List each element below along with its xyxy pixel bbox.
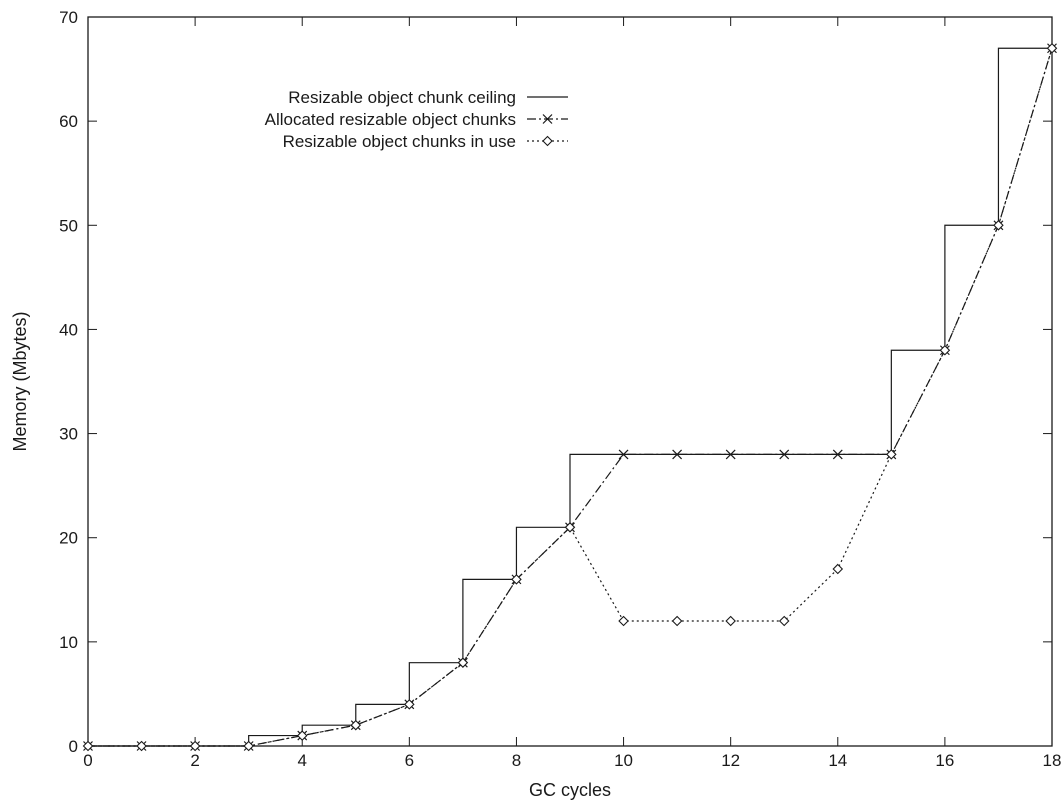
series-3-point <box>189 740 201 752</box>
x-tick-label: 18 <box>1043 751 1062 770</box>
series-1-line <box>88 47 1052 747</box>
x-marker-stroke <box>779 449 790 460</box>
legend-label: Allocated resizable object chunks <box>265 110 516 129</box>
series-2-point <box>725 449 736 460</box>
series-3 <box>82 42 1058 752</box>
series-3-point <box>564 522 576 533</box>
legend-label: Resizable object chunk ceiling <box>288 88 516 107</box>
x-marker-stroke <box>618 449 629 460</box>
series-3-point <box>243 740 254 752</box>
series-2-point <box>618 449 629 460</box>
series-2-point <box>779 449 790 460</box>
legend-marker <box>542 114 553 124</box>
y-tick-label: 0 <box>69 737 78 756</box>
x-marker-stroke <box>542 114 553 124</box>
series-2-line <box>88 48 1053 747</box>
x-tick-label: 2 <box>190 751 199 770</box>
x-tick-label: 6 <box>405 751 414 770</box>
x-tick-label: 16 <box>935 751 954 770</box>
x-tick-label: 8 <box>512 751 521 770</box>
series-3-point <box>404 699 415 710</box>
legend-item-3: Resizable object chunks in use <box>283 132 568 151</box>
x-tick-label: 14 <box>828 751 847 770</box>
x-tick-label: 4 <box>297 751 306 770</box>
series-3-line <box>88 48 1053 747</box>
plot-area-border <box>87 16 1053 747</box>
y-tick-label: 10 <box>59 633 78 652</box>
legend-item-2: Allocated resizable object chunks <box>265 110 568 129</box>
series-2-point <box>832 449 843 460</box>
series-3-point <box>778 615 790 627</box>
series-3-point <box>671 615 683 627</box>
series-1 <box>88 47 1052 747</box>
series-3-point <box>939 344 951 356</box>
x-marker-stroke <box>725 449 736 460</box>
series-3-point <box>725 615 736 627</box>
legend: Resizable object chunk ceiling Allocated … <box>265 88 568 151</box>
legend-label: Resizable object chunks in use <box>283 132 516 151</box>
series-2 <box>83 43 1057 751</box>
y-tick-label: 30 <box>59 425 78 444</box>
y-tick-label: 60 <box>59 112 78 131</box>
series-3-point <box>296 730 308 741</box>
x-tick-label: 0 <box>83 751 92 770</box>
series-3-point <box>457 657 469 668</box>
series-3-point <box>1046 42 1058 54</box>
x-marker-stroke <box>832 449 843 460</box>
x-tick-label: 10 <box>614 751 633 770</box>
series-3-point <box>511 574 522 585</box>
x-axis-label: GC cycles <box>529 780 611 800</box>
y-tick-label: 40 <box>59 320 78 339</box>
series-3-point <box>350 719 362 731</box>
legend-marker <box>542 135 553 147</box>
legend-item-1: Resizable object chunk ceiling <box>288 88 568 107</box>
y-tick-label: 70 <box>59 8 78 27</box>
series-3-point <box>993 220 1004 231</box>
series-3-point <box>886 449 897 460</box>
y-axis-label: Memory (Mbytes) <box>10 311 30 451</box>
x-tick-label: 12 <box>721 751 740 770</box>
y-tick-label: 20 <box>59 529 78 548</box>
series-3-point <box>832 563 844 575</box>
y-tick-label: 50 <box>59 216 78 235</box>
series-3-point <box>136 740 147 752</box>
series-3-point <box>82 740 94 752</box>
series-2-point <box>672 449 683 460</box>
series-3-point <box>618 615 629 627</box>
x-marker-stroke <box>672 449 683 460</box>
